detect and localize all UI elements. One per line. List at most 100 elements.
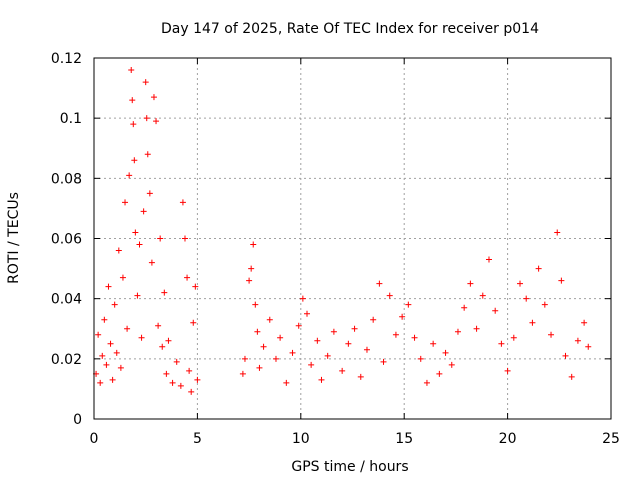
- data-point: [109, 376, 116, 383]
- data-point: [363, 346, 370, 353]
- y-tick-label: 0.04: [51, 292, 82, 308]
- x-tick-label: 15: [395, 431, 413, 447]
- data-point: [128, 67, 135, 74]
- data-point: [194, 376, 201, 383]
- data-point: [581, 319, 588, 326]
- data-point: [304, 310, 311, 317]
- data-point: [411, 334, 418, 341]
- x-tick-label: 5: [193, 431, 202, 447]
- data-point: [188, 388, 195, 395]
- data-point: [541, 301, 548, 308]
- data-point: [111, 301, 118, 308]
- x-tick-label: 25: [602, 431, 620, 447]
- data-points: [93, 67, 592, 395]
- data-point: [351, 325, 358, 332]
- data-point: [179, 199, 186, 206]
- data-point: [252, 301, 259, 308]
- data-point: [169, 379, 176, 386]
- data-point: [492, 307, 499, 314]
- y-tick-label: 0.08: [51, 171, 82, 187]
- data-point: [380, 358, 387, 365]
- data-point: [131, 157, 138, 164]
- y-tick-label: 0.12: [51, 51, 82, 67]
- data-point: [277, 334, 284, 341]
- data-point: [165, 337, 172, 344]
- data-point: [155, 322, 162, 329]
- data-point: [585, 343, 592, 350]
- data-point: [345, 340, 352, 347]
- data-point: [248, 265, 255, 272]
- data-point: [103, 361, 110, 368]
- data-point: [548, 331, 555, 338]
- x-axis-label: GPS time / hours: [291, 459, 408, 475]
- data-point: [392, 331, 399, 338]
- data-point: [330, 328, 337, 335]
- grid: [94, 58, 611, 419]
- data-point: [136, 241, 143, 248]
- data-point: [554, 229, 561, 236]
- data-point: [126, 172, 133, 179]
- data-point: [568, 373, 575, 380]
- data-point: [558, 277, 565, 284]
- x-tick-label: 10: [292, 431, 310, 447]
- data-point: [295, 322, 302, 329]
- data-point: [140, 208, 147, 215]
- data-point: [177, 382, 184, 389]
- y-tick-label: 0: [73, 412, 82, 428]
- data-point: [134, 292, 141, 299]
- data-point: [107, 340, 114, 347]
- data-point: [186, 367, 193, 374]
- data-point: [318, 376, 325, 383]
- data-point: [241, 355, 248, 362]
- y-axis-label: ROTI / TECUs: [6, 192, 22, 284]
- data-point: [142, 79, 149, 86]
- data-point: [190, 319, 197, 326]
- data-point: [250, 241, 257, 248]
- data-point: [148, 259, 155, 266]
- y-tick-label: 0.1: [60, 111, 82, 127]
- data-point: [117, 364, 124, 371]
- data-point: [498, 340, 505, 347]
- data-point: [479, 292, 486, 299]
- data-point: [386, 292, 393, 299]
- data-point: [146, 190, 153, 197]
- data-point: [97, 379, 104, 386]
- data-point: [115, 247, 122, 254]
- data-point: [461, 304, 468, 311]
- data-point: [163, 370, 170, 377]
- x-tick-label: 20: [499, 431, 517, 447]
- data-point: [430, 340, 437, 347]
- data-point: [504, 367, 511, 374]
- data-point: [535, 265, 542, 272]
- data-point: [467, 280, 474, 287]
- data-point: [153, 118, 160, 125]
- data-point: [132, 229, 139, 236]
- data-point: [101, 316, 108, 323]
- data-point: [289, 349, 296, 356]
- axis-ticks: 0 5 10 15 20 25 0 0.02 0.04 0.06 0.08 0.1 0.12: [51, 51, 620, 447]
- data-point: [283, 379, 290, 386]
- plot-frame: [93, 57, 612, 420]
- data-point: [376, 280, 383, 287]
- data-point: [299, 295, 306, 302]
- data-point: [314, 337, 321, 344]
- data-point: [256, 364, 263, 371]
- data-point: [254, 328, 261, 335]
- data-point: [122, 199, 129, 206]
- data-point: [272, 355, 279, 362]
- data-point: [113, 349, 120, 356]
- data-point: [181, 235, 188, 242]
- x-tick-label: 0: [90, 431, 99, 447]
- data-point: [105, 283, 112, 290]
- data-point: [574, 337, 581, 344]
- data-point: [130, 121, 137, 128]
- data-point: [405, 301, 412, 308]
- data-point: [266, 316, 273, 323]
- data-point: [399, 313, 406, 320]
- data-point: [184, 274, 191, 281]
- y-tick-label: 0.02: [51, 352, 82, 368]
- data-point: [138, 334, 145, 341]
- data-point: [124, 325, 131, 332]
- data-point: [562, 352, 569, 359]
